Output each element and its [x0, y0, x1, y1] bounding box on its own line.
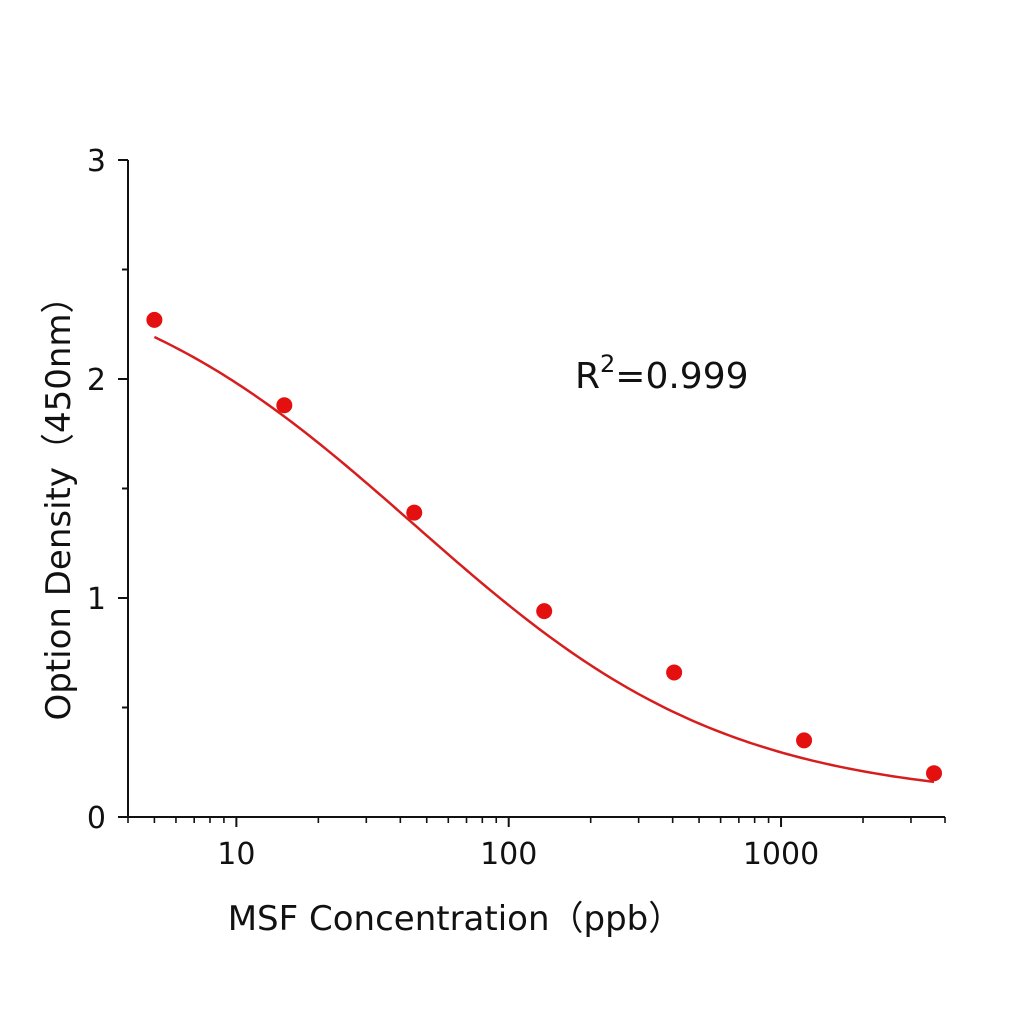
x-tick-label-10: 10 [217, 837, 255, 872]
x-axis-title: MSF Concentration（ppb） [228, 899, 683, 939]
fit-curve [153, 335, 935, 784]
data-point-0 [146, 311, 163, 328]
y-tick-label-0: 0 [87, 801, 106, 836]
data-point-1 [276, 397, 293, 414]
data-point-6 [926, 765, 943, 782]
x-tick-label-1000: 1000 [743, 837, 819, 872]
data-point-4 [666, 664, 683, 681]
data-point-3 [536, 603, 553, 620]
data-point-5 [796, 732, 813, 749]
data-points [146, 311, 943, 782]
r-squared-annotation: R2=0.999 [575, 350, 749, 397]
y-tick-label-2: 2 [87, 363, 106, 398]
tick-marks [118, 159, 783, 827]
y-tick-label-3: 3 [87, 144, 106, 179]
x-minor-ticks [122, 268, 946, 823]
y-tick-label-1: 1 [87, 582, 106, 617]
y-axis-title: Option Density（450nm） [39, 279, 79, 720]
tick-labels: 0 1 2 3 10 100 1000 [87, 144, 819, 872]
data-point-2 [406, 504, 423, 521]
x-tick-label-100: 100 [480, 837, 537, 872]
